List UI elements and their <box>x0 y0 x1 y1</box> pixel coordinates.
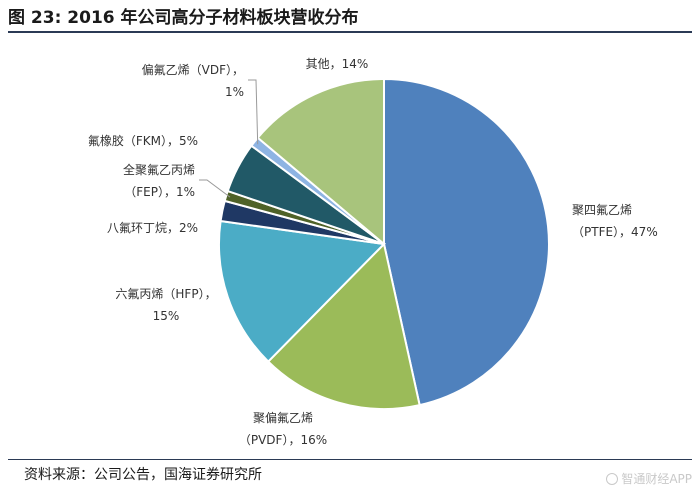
slice-labels: 聚四氟乙烯（PTFE），47% 聚偏氟乙烯（PVDF），16% 六氟丙烯（HFP），… <box>88 57 658 447</box>
watermark: 智通财经APP <box>606 470 692 488</box>
chart-title: 图 23: 2016 年公司高分子材料板块营收分布 <box>8 8 359 28</box>
slice-label: 偏氟乙烯（VDF）， 1% <box>142 62 244 99</box>
slice-label: 氟橡胶（FKM），5% <box>88 133 198 148</box>
slice-label: 八氟环丁烷，2% <box>107 221 198 235</box>
pie-slice <box>218 219 387 363</box>
leader-line <box>199 179 231 198</box>
slice-label: 聚偏氟乙烯（PVDF），16% <box>239 410 327 447</box>
slice-label: 全聚氟乙丙烯（FEP），1% <box>123 162 195 199</box>
watermark-icon <box>606 473 619 485</box>
slice-label: 其他，14% <box>306 57 369 71</box>
slice-label: 六氟丙烯（HFP）， 15% <box>115 287 216 323</box>
slice-label: 聚四氟乙烯（PTFE），47% <box>572 203 658 239</box>
pie-slice <box>256 77 385 247</box>
source-note: 资料来源：公司公告，国海证券研究所 <box>24 467 262 483</box>
pie-slices <box>218 77 550 410</box>
watermark-text: 智通财经APP <box>621 472 692 486</box>
leader-lines <box>199 79 259 198</box>
title-rule <box>8 31 692 33</box>
leader-line <box>248 79 259 145</box>
pie-slice <box>383 77 550 407</box>
pie-slice <box>266 241 421 410</box>
source-rule <box>8 459 692 460</box>
